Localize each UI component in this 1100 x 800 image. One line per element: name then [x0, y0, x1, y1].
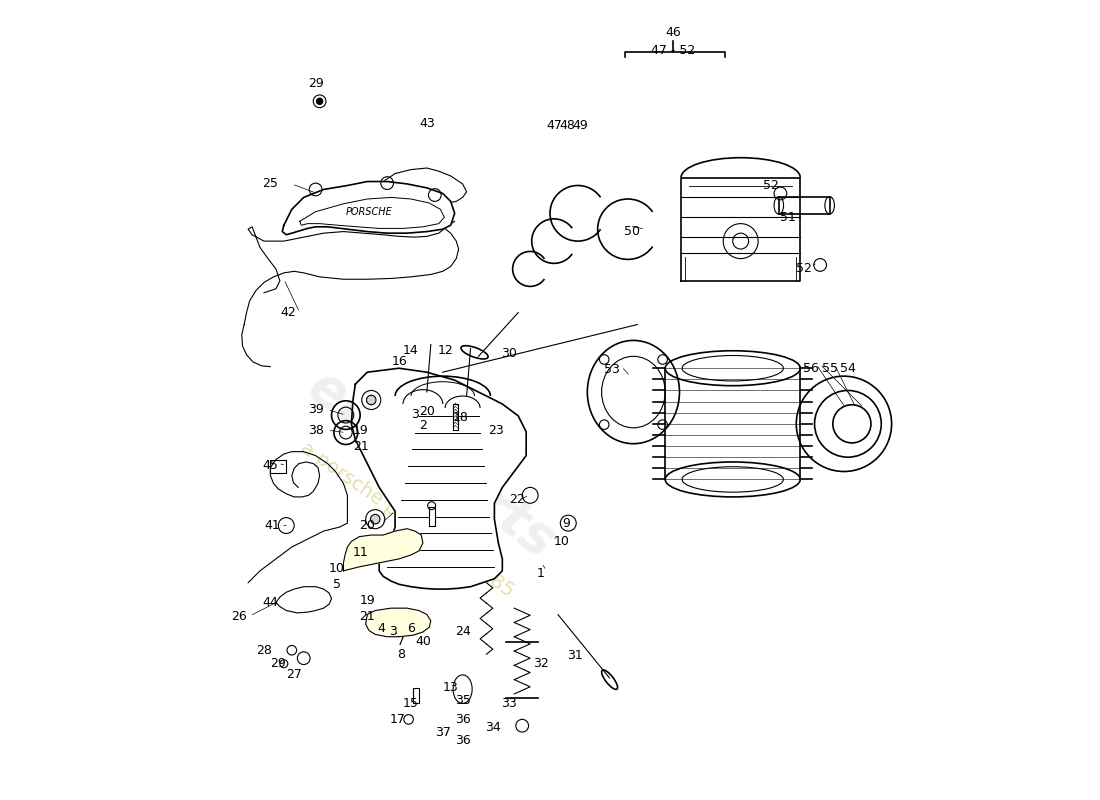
Text: 1: 1	[537, 566, 544, 580]
Text: 8: 8	[397, 648, 405, 661]
Text: 53: 53	[604, 363, 620, 376]
Polygon shape	[365, 608, 431, 637]
Text: 12: 12	[438, 344, 453, 358]
Text: 30: 30	[500, 347, 517, 361]
Text: 31: 31	[568, 650, 583, 662]
Text: 52: 52	[763, 179, 779, 192]
Text: 7: 7	[397, 635, 405, 648]
Text: 50: 50	[624, 225, 640, 238]
Text: 14: 14	[403, 344, 419, 358]
Text: 38: 38	[308, 424, 323, 437]
Text: 35: 35	[454, 694, 471, 707]
Polygon shape	[681, 178, 801, 281]
Text: 10: 10	[554, 535, 570, 548]
Text: 43: 43	[419, 117, 435, 130]
Text: 55: 55	[822, 362, 837, 374]
Text: 3: 3	[388, 626, 397, 638]
Polygon shape	[343, 529, 422, 571]
Text: 19: 19	[353, 424, 369, 437]
Text: 13: 13	[443, 681, 459, 694]
Text: 23: 23	[488, 424, 504, 437]
Text: 36: 36	[454, 713, 471, 726]
Text: 46: 46	[666, 26, 681, 39]
Text: 44: 44	[263, 596, 278, 609]
Text: 10: 10	[329, 562, 345, 575]
Polygon shape	[666, 368, 801, 479]
Text: 2: 2	[419, 419, 427, 432]
Text: 21: 21	[360, 610, 375, 622]
Text: 49: 49	[572, 119, 588, 133]
Text: 51: 51	[780, 210, 796, 224]
Text: 21: 21	[353, 439, 369, 453]
Polygon shape	[271, 459, 286, 473]
Text: 32: 32	[532, 658, 548, 670]
Text: 47 - 52: 47 - 52	[651, 44, 695, 57]
Circle shape	[317, 98, 322, 105]
Text: 42: 42	[280, 306, 296, 319]
Text: 11: 11	[353, 546, 369, 559]
Polygon shape	[453, 404, 458, 430]
Text: 22: 22	[509, 493, 525, 506]
Text: 4: 4	[377, 622, 385, 635]
Text: 54: 54	[840, 362, 856, 374]
Text: 28: 28	[256, 644, 272, 657]
Text: 17: 17	[389, 713, 406, 726]
Text: 52: 52	[796, 262, 812, 275]
Polygon shape	[351, 368, 526, 589]
Text: 40: 40	[415, 635, 431, 648]
Text: 36: 36	[454, 734, 471, 746]
Text: 15: 15	[403, 697, 419, 710]
Polygon shape	[414, 687, 419, 703]
Text: PORSCHE: PORSCHE	[345, 206, 393, 217]
Text: euroParts: euroParts	[298, 359, 564, 568]
Text: 16: 16	[392, 355, 407, 368]
Text: 41: 41	[265, 519, 280, 532]
Polygon shape	[429, 507, 434, 526]
Text: 33: 33	[500, 697, 517, 710]
Text: 20: 20	[419, 406, 435, 418]
Text: 20: 20	[360, 519, 375, 532]
Polygon shape	[779, 197, 829, 214]
Text: 25: 25	[263, 178, 278, 190]
Text: 48: 48	[560, 119, 575, 133]
Text: 47: 47	[546, 119, 562, 133]
Text: 3: 3	[411, 408, 419, 421]
Text: 24: 24	[454, 626, 471, 638]
Polygon shape	[283, 182, 454, 234]
Text: 45: 45	[263, 458, 278, 472]
Text: 29: 29	[271, 658, 286, 670]
Text: 19: 19	[360, 594, 375, 606]
Text: 18: 18	[453, 411, 469, 424]
Text: 6: 6	[407, 622, 415, 635]
Text: 56: 56	[803, 362, 818, 374]
Text: 27: 27	[286, 667, 302, 681]
Text: 34: 34	[485, 721, 501, 734]
Text: 9: 9	[562, 517, 570, 530]
Text: 26: 26	[231, 610, 246, 622]
Circle shape	[366, 395, 376, 405]
Text: 39: 39	[308, 403, 323, 416]
Text: 5: 5	[333, 578, 341, 591]
Text: 29: 29	[308, 78, 323, 90]
Circle shape	[371, 514, 380, 524]
Text: a porsche parts.com 1985: a porsche parts.com 1985	[297, 438, 517, 600]
Text: 37: 37	[434, 726, 451, 738]
